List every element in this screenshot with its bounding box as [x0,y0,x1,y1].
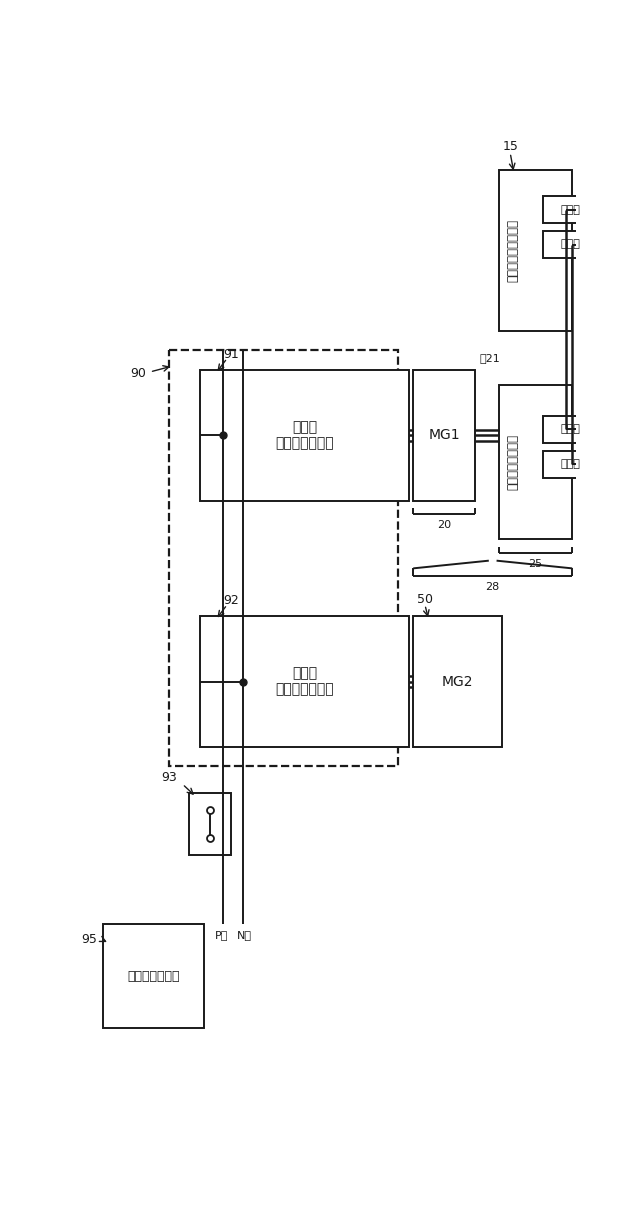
Text: 50: 50 [417,593,433,605]
Text: 吸入口: 吸入口 [561,459,580,468]
Text: 28: 28 [486,582,500,592]
Bar [499,386,572,539]
Text: 20: 20 [437,520,451,531]
Text: 25: 25 [528,559,542,569]
Bar [200,370,410,500]
Text: 93: 93 [161,771,177,784]
Text: 吸入口: 吸入口 [561,239,580,249]
Text: 連結オイルポンプ: 連結オイルポンプ [506,434,519,490]
Bar [543,450,598,477]
Text: 機械式オイルポンプ: 機械式オイルポンプ [506,218,519,282]
Text: 95: 95 [81,933,97,946]
Text: P側: P側 [215,931,228,941]
Text: 出力口: 出力口 [561,205,580,215]
Text: ～21: ～21 [479,353,500,364]
Bar [413,370,476,500]
Text: 高電圧バッテリ: 高電圧バッテリ [127,970,180,982]
Text: MG2: MG2 [442,675,474,688]
Bar [200,616,410,747]
Bar [103,924,204,1028]
Bar [413,616,502,747]
Text: 第２の
インバータ装置: 第２の インバータ装置 [275,666,334,697]
Text: MG1: MG1 [428,428,460,442]
Bar [543,196,598,223]
Text: 92: 92 [223,594,239,608]
Text: 出力口: 出力口 [561,425,580,434]
Bar [169,350,397,766]
Bar [499,170,572,331]
Text: 第１の
インバータ装置: 第１の インバータ装置 [275,420,334,450]
Text: 91: 91 [223,348,239,361]
Text: N側: N側 [237,931,252,941]
Bar [189,793,231,855]
Bar [543,416,598,443]
Text: 15: 15 [502,140,518,152]
Bar [543,231,598,259]
Text: 90: 90 [130,367,146,381]
